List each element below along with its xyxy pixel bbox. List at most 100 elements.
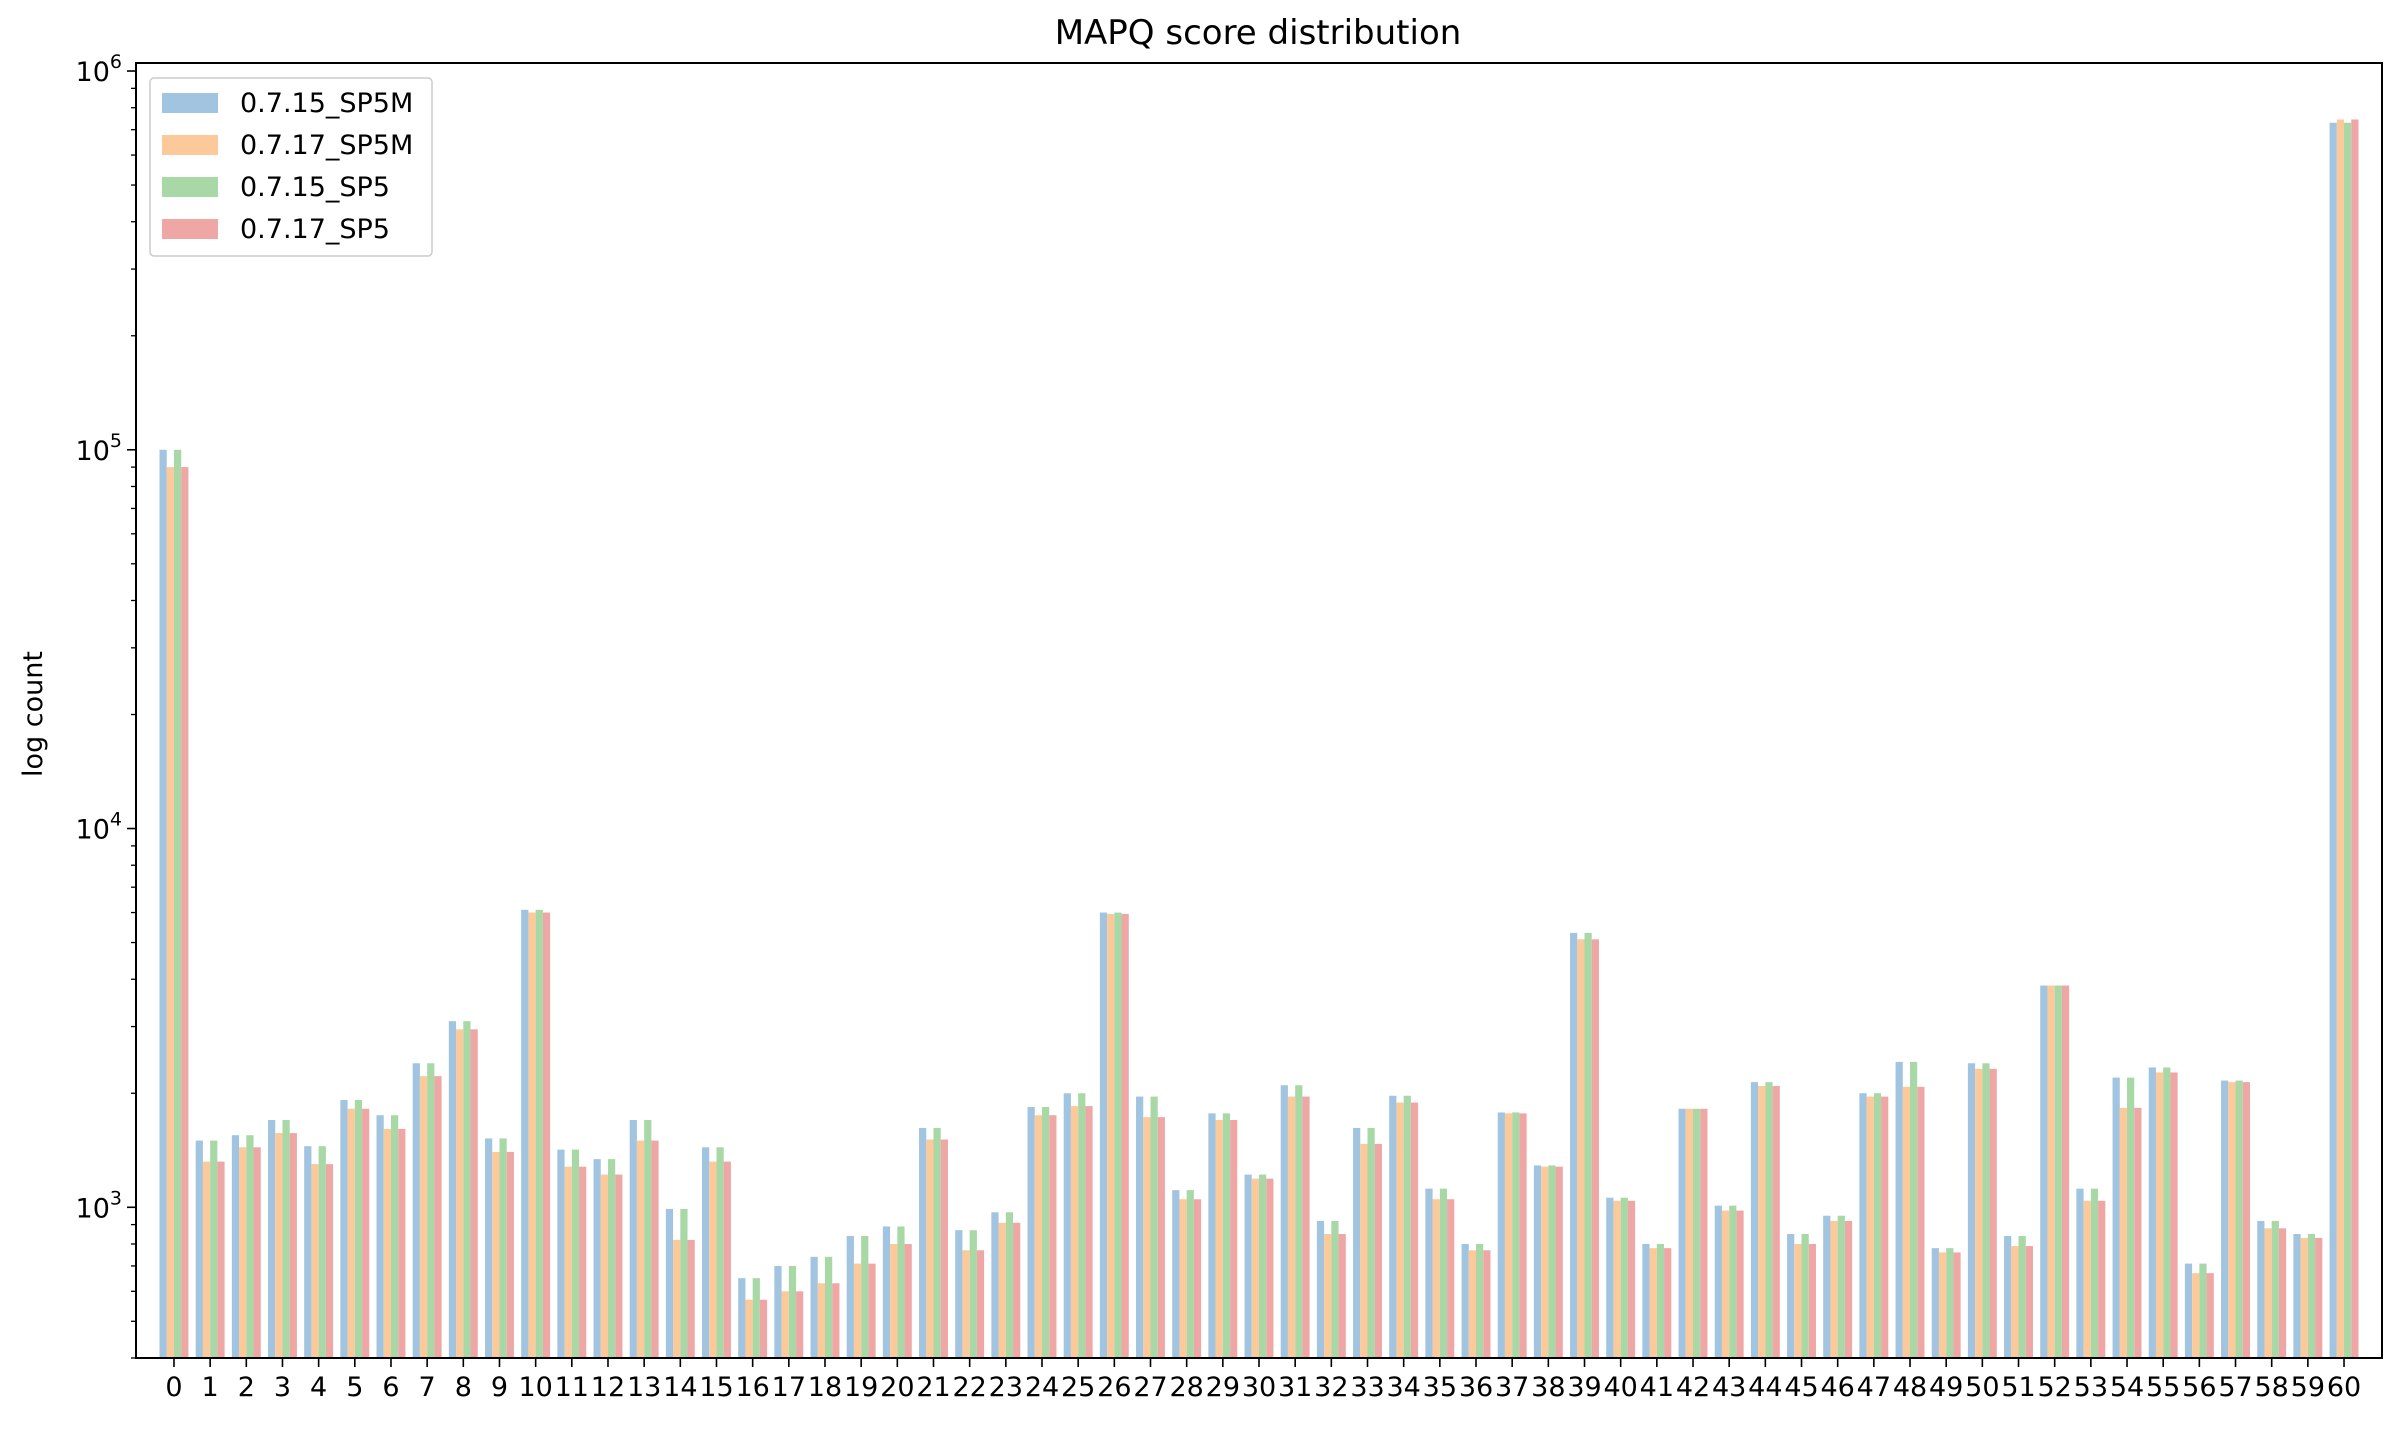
x-tick-label: 28 — [1169, 1372, 1203, 1403]
bar-0.7.17_SP5M-32 — [1324, 1234, 1332, 1358]
bar-0.7.15_SP5-50 — [1982, 1063, 1990, 1358]
x-tick-label: 3 — [274, 1372, 291, 1403]
x-tick-label: 29 — [1206, 1372, 1240, 1403]
bar-0.7.15_SP5-14 — [680, 1208, 688, 1358]
bar-0.7.15_SP5M-10 — [521, 909, 529, 1358]
bar-0.7.17_SP5-29 — [1230, 1120, 1238, 1358]
bar-0.7.17_SP5-7 — [434, 1076, 442, 1358]
x-tick-label: 43 — [1712, 1372, 1746, 1403]
bar-0.7.17_SP5M-41 — [1649, 1248, 1657, 1358]
bar-0.7.15_SP5-54 — [2127, 1077, 2135, 1358]
bar-0.7.17_SP5-44 — [1772, 1086, 1780, 1358]
x-tick-label: 55 — [2146, 1372, 2180, 1403]
x-tick-label: 48 — [1893, 1372, 1927, 1403]
bar-0.7.17_SP5M-38 — [1541, 1166, 1549, 1358]
x-tick-label: 27 — [1133, 1372, 1167, 1403]
x-tick-label: 53 — [2074, 1372, 2108, 1403]
bar-0.7.17_SP5-31 — [1302, 1096, 1310, 1358]
bar-0.7.17_SP5-11 — [579, 1166, 587, 1358]
bar-0.7.15_SP5M-25 — [1063, 1093, 1071, 1358]
bar-0.7.17_SP5-8 — [470, 1029, 478, 1358]
bar-0.7.17_SP5M-25 — [1070, 1106, 1079, 1358]
bar-0.7.17_SP5M-2 — [239, 1147, 247, 1358]
bar-0.7.15_SP5-21 — [933, 1127, 941, 1358]
bar-0.7.15_SP5M-17 — [774, 1265, 782, 1358]
bar-0.7.15_SP5M-60 — [2329, 122, 2337, 1358]
bar-0.7.15_SP5-5 — [354, 1099, 363, 1358]
bar-0.7.15_SP5-17 — [788, 1265, 797, 1358]
bar-0.7.17_SP5M-37 — [1504, 1113, 1513, 1358]
bar-0.7.15_SP5-20 — [897, 1226, 905, 1358]
bar-0.7.17_SP5M-17 — [781, 1291, 789, 1358]
bar-0.7.17_SP5-50 — [1989, 1068, 1997, 1358]
bar-0.7.15_SP5M-22 — [955, 1230, 963, 1358]
bar-0.7.15_SP5M-38 — [1533, 1165, 1542, 1358]
bar-0.7.15_SP5M-56 — [2184, 1263, 2193, 1358]
legend: 0.7.15_SP5M 0.7.17_SP5M 0.7.15_SP5 0.7.17_S… — [149, 77, 433, 257]
bar-0.7.15_SP5-32 — [1331, 1221, 1339, 1358]
bar-0.7.17_SP5M-10 — [528, 912, 536, 1358]
y-tick-label: 103 — [76, 1187, 122, 1224]
x-tick-label: 10 — [518, 1372, 552, 1403]
bar-0.7.15_SP5-56 — [2199, 1263, 2207, 1358]
bar-0.7.17_SP5M-13 — [636, 1140, 645, 1358]
bar-0.7.17_SP5M-57 — [2228, 1082, 2236, 1358]
bar-0.7.17_SP5M-14 — [673, 1239, 681, 1358]
bar-0.7.17_SP5-32 — [1338, 1234, 1346, 1358]
bar-0.7.17_SP5M-49 — [1938, 1252, 1947, 1358]
x-tick-label: 20 — [880, 1372, 914, 1403]
bar-0.7.17_SP5-40 — [1627, 1200, 1636, 1358]
x-tick-label: 30 — [1242, 1372, 1276, 1403]
chart-title: MAPQ score distribution — [1055, 13, 1462, 53]
bar-0.7.15_SP5M-0 — [159, 449, 167, 1358]
bar-0.7.15_SP5-31 — [1295, 1085, 1303, 1358]
bar-0.7.17_SP5-49 — [1953, 1252, 1961, 1358]
x-tick-label: 19 — [844, 1372, 878, 1403]
bar-0.7.17_SP5M-23 — [998, 1222, 1006, 1358]
bar-0.7.15_SP5M-41 — [1642, 1243, 1650, 1358]
bar-0.7.17_SP5-10 — [542, 912, 551, 1358]
bar-0.7.15_SP5M-37 — [1497, 1112, 1505, 1358]
bar-0.7.17_SP5M-4 — [311, 1164, 319, 1358]
bar-0.7.15_SP5M-39 — [1570, 932, 1578, 1358]
bar-0.7.17_SP5-20 — [904, 1243, 912, 1358]
bar-0.7.15_SP5M-33 — [1353, 1127, 1361, 1358]
legend-label: 0.7.17_SP5 — [240, 214, 390, 245]
bar-0.7.17_SP5-34 — [1410, 1102, 1419, 1358]
bar-0.7.17_SP5M-19 — [853, 1263, 862, 1358]
x-tick-label: 17 — [772, 1372, 806, 1403]
bar-0.7.17_SP5-56 — [2206, 1273, 2214, 1358]
bar-0.7.17_SP5-1 — [217, 1161, 225, 1358]
bar-0.7.15_SP5M-8 — [448, 1021, 457, 1358]
x-tick-label: 8 — [455, 1372, 472, 1403]
bar-0.7.17_SP5-60 — [2351, 119, 2359, 1359]
x-tick-label: 33 — [1350, 1372, 1384, 1403]
bar-0.7.15_SP5M-11 — [557, 1149, 565, 1358]
bar-0.7.17_SP5M-9 — [492, 1151, 500, 1358]
bar-0.7.15_SP5M-46 — [1823, 1215, 1831, 1358]
bar-0.7.15_SP5-30 — [1259, 1174, 1267, 1358]
x-tick-label: 59 — [2291, 1372, 2325, 1403]
bar-0.7.15_SP5-47 — [1873, 1093, 1882, 1358]
legend-swatch — [162, 219, 218, 239]
x-tick-label: 54 — [2110, 1372, 2144, 1403]
bar-0.7.17_SP5-54 — [2134, 1107, 2142, 1358]
bar-0.7.15_SP5M-21 — [919, 1127, 927, 1358]
bar-0.7.17_SP5M-31 — [1287, 1096, 1296, 1358]
bar-0.7.15_SP5M-49 — [1931, 1248, 1939, 1358]
bar-0.7.15_SP5-29 — [1222, 1113, 1231, 1358]
bar-0.7.17_SP5M-54 — [2119, 1107, 2128, 1358]
x-tick-label: 41 — [1640, 1372, 1674, 1403]
bar-0.7.17_SP5M-48 — [1902, 1086, 1911, 1358]
bar-0.7.15_SP5M-18 — [810, 1256, 818, 1358]
bar-0.7.17_SP5-9 — [506, 1151, 514, 1358]
bar-0.7.17_SP5M-6 — [383, 1128, 391, 1358]
bar-0.7.15_SP5-46 — [1837, 1215, 1845, 1358]
bar-0.7.15_SP5M-31 — [1280, 1085, 1288, 1358]
x-tick-label: 25 — [1061, 1372, 1095, 1403]
bar-0.7.17_SP5M-3 — [275, 1133, 283, 1358]
bars-group — [159, 119, 2359, 1359]
bar-0.7.17_SP5-30 — [1266, 1178, 1274, 1358]
bar-0.7.17_SP5M-56 — [2192, 1273, 2200, 1358]
